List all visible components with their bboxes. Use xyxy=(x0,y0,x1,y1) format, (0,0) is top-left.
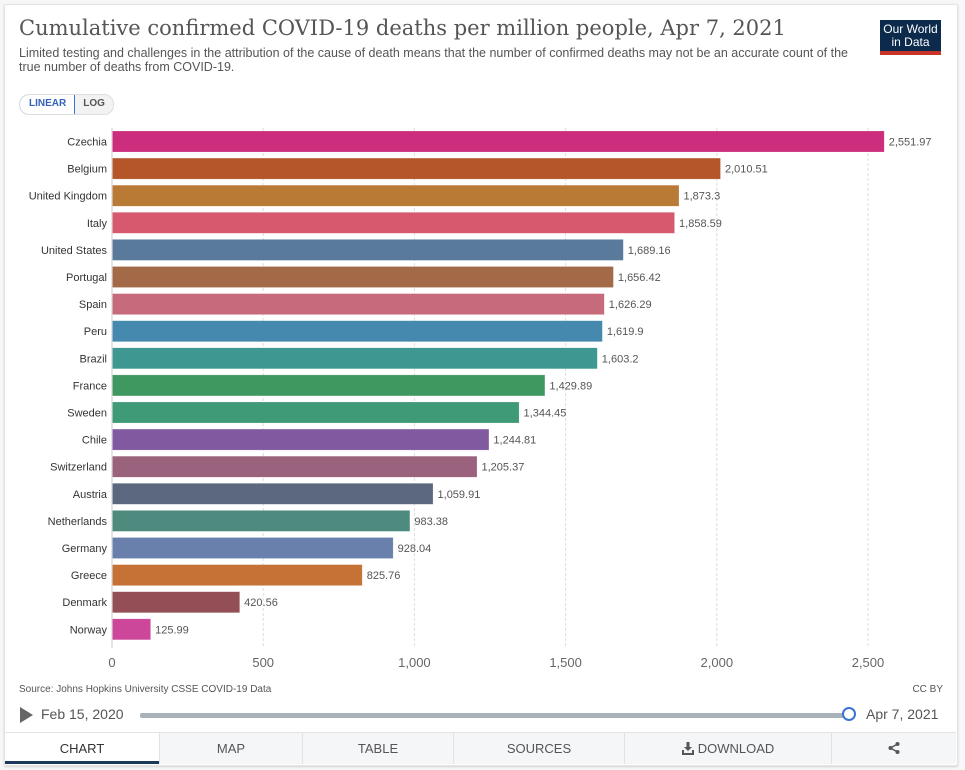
category-label: Belgium xyxy=(67,164,107,176)
tab-share[interactable] xyxy=(831,733,956,764)
bottom-tab-bar: CHART MAP TABLE SOURCES DOWNLOAD xyxy=(5,732,956,765)
category-label: Czechia xyxy=(67,137,108,149)
bar-spain xyxy=(112,293,605,315)
bar-peru xyxy=(112,320,603,342)
category-label: Germany xyxy=(62,543,108,555)
chart-title: Cumulative confirmed COVID-19 deaths per… xyxy=(19,16,786,40)
category-label: Brazil xyxy=(79,353,107,365)
x-tick-label: 2,500 xyxy=(852,655,885,670)
source-note[interactable]: Source: Johns Hopkins University CSSE CO… xyxy=(19,684,272,695)
value-label: 1,059.91 xyxy=(438,489,481,501)
value-label: 1,873.3 xyxy=(683,191,720,203)
scale-toggle: LINEAR LOG xyxy=(19,94,114,115)
log-scale-button[interactable]: LOG xyxy=(75,95,113,114)
x-tick-label: 0 xyxy=(108,655,115,670)
category-label: Denmark xyxy=(62,597,107,609)
timeline: Feb 15, 2020 Apr 7, 2021 xyxy=(0,704,965,728)
value-label: 1,344.45 xyxy=(524,408,567,420)
category-label: Greece xyxy=(71,570,107,582)
bar-brazil xyxy=(112,347,598,370)
category-label: Peru xyxy=(84,326,107,338)
bar-chile xyxy=(112,428,490,451)
bar-united-states xyxy=(112,239,624,261)
x-tick-label: 1,500 xyxy=(549,655,582,670)
tab-chart[interactable]: CHART xyxy=(5,733,159,764)
linear-scale-button[interactable]: LINEAR xyxy=(19,95,76,114)
category-label: Italy xyxy=(87,218,108,230)
category-label: Netherlands xyxy=(48,516,108,528)
value-label: 1,603.2 xyxy=(602,353,639,365)
value-label: 1,689.16 xyxy=(628,245,671,257)
tab-map-label: MAP xyxy=(216,741,246,756)
value-label: 1,626.29 xyxy=(609,299,652,311)
x-tick-label: 2,000 xyxy=(701,655,734,670)
bar-united-kingdom xyxy=(112,184,680,207)
value-label: 125.99 xyxy=(155,624,189,636)
bar-greece xyxy=(112,564,363,586)
value-label: 825.76 xyxy=(367,570,401,582)
bar-germany xyxy=(112,537,394,559)
bar-france xyxy=(112,374,546,397)
category-label: Spain xyxy=(79,299,107,311)
download-icon xyxy=(681,742,694,755)
value-label: 2,010.51 xyxy=(725,164,768,176)
tab-sources-label: SOURCES xyxy=(506,741,572,756)
timeline-slider-handle[interactable] xyxy=(842,707,856,721)
x-tick-label: 1,000 xyxy=(398,655,431,670)
timeline-end-date: Apr 7, 2021 xyxy=(866,706,939,722)
tab-download-label: DOWNLOAD xyxy=(697,741,775,756)
bar-austria xyxy=(112,483,434,505)
timeline-start-date: Feb 15, 2020 xyxy=(41,706,124,722)
value-label: 928.04 xyxy=(398,543,432,555)
value-label: 1,244.81 xyxy=(493,435,536,447)
play-icon[interactable] xyxy=(20,707,33,723)
category-label: Norway xyxy=(70,624,108,636)
logo-line-1: Our World xyxy=(883,22,938,36)
tab-sources[interactable]: SOURCES xyxy=(453,733,624,764)
value-label: 1,429.89 xyxy=(549,380,592,392)
bar-switzerland xyxy=(112,455,478,478)
chart-subtitle: Limited testing and challenges in the at… xyxy=(19,46,848,74)
category-label: Chile xyxy=(82,435,107,447)
tab-table-label: TABLE xyxy=(357,741,399,756)
bar-denmark xyxy=(112,591,240,613)
bar-sweden xyxy=(112,401,520,424)
bar-netherlands xyxy=(112,510,411,532)
bar-portugal xyxy=(112,266,614,288)
tab-chart-label: CHART xyxy=(59,741,105,756)
category-label: Sweden xyxy=(67,408,107,420)
logo-line-2: in Data xyxy=(891,35,930,49)
category-label: France xyxy=(73,380,107,392)
category-label: Portugal xyxy=(66,272,107,284)
tab-download[interactable]: DOWNLOAD xyxy=(624,733,831,764)
category-label: United Kingdom xyxy=(29,191,107,203)
value-label: 1,205.37 xyxy=(482,462,525,474)
category-label: Austria xyxy=(73,489,108,501)
value-label: 1,619.9 xyxy=(607,326,644,338)
value-label: 1,858.59 xyxy=(679,218,722,230)
share-icon xyxy=(888,742,900,754)
value-label: 420.56 xyxy=(244,597,278,609)
bar-italy xyxy=(112,212,675,234)
bar-czechia xyxy=(112,130,885,153)
bar-chart: 0 500 1,000 1,500 2,000 2,500 Czechia 2,551.97 B… xyxy=(29,128,932,670)
bar-belgium xyxy=(112,157,721,180)
category-label: Switzerland xyxy=(50,462,107,474)
value-label: 1,656.42 xyxy=(618,272,661,284)
timeline-slider-track[interactable] xyxy=(140,713,850,718)
license-link[interactable]: CC BY xyxy=(912,684,943,695)
x-tick-label: 500 xyxy=(252,655,274,670)
bar-norway xyxy=(112,618,151,641)
owid-logo[interactable]: Our World in Data xyxy=(880,20,941,55)
tab-map[interactable]: MAP xyxy=(159,733,302,764)
value-label: 2,551.97 xyxy=(889,137,932,149)
value-label: 983.38 xyxy=(414,516,448,528)
tab-table[interactable]: TABLE xyxy=(302,733,453,764)
category-label: United States xyxy=(41,245,108,257)
